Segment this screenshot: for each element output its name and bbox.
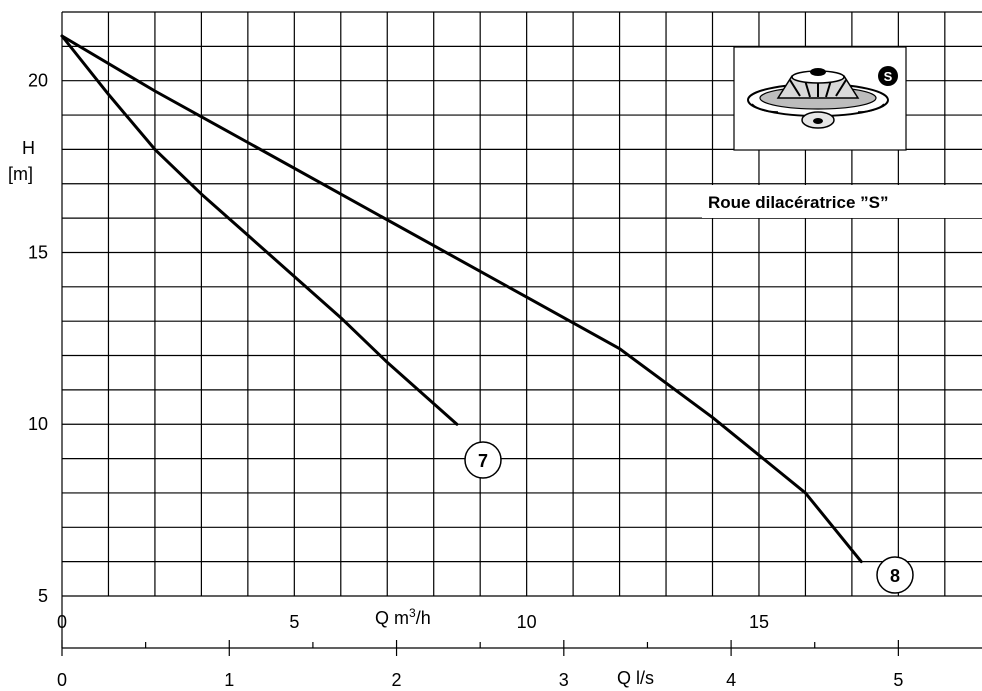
x-tick-label-ls: 3 bbox=[559, 670, 569, 690]
x-tick-label-ls: 0 bbox=[57, 670, 67, 690]
curve-tag-8: 8 bbox=[876, 556, 914, 594]
x-tick-label-m3h: 15 bbox=[749, 612, 769, 632]
x-tick-label-m3h: 0 bbox=[57, 612, 67, 632]
impeller-drawing bbox=[747, 68, 889, 129]
grid bbox=[61, 11, 982, 656]
x-tick-label-ls: 1 bbox=[224, 670, 234, 690]
y-axis-label-unit: [m] bbox=[8, 164, 33, 184]
y-tick-label: 5 bbox=[38, 586, 48, 606]
y-axis-label-h: H bbox=[22, 138, 35, 158]
impeller-illustration: S bbox=[733, 46, 907, 151]
x-tick-label-ls: 4 bbox=[726, 670, 736, 690]
x-tick-labels-m3h: 0 5 10 15 bbox=[57, 612, 769, 632]
x-axis-label-m3h: Q m3/h bbox=[375, 606, 431, 628]
curve-7 bbox=[60, 34, 459, 426]
tag-7-circle bbox=[464, 441, 502, 479]
caption-box: Roue dilacératrice ”S” bbox=[702, 185, 982, 218]
y-tick-label: 15 bbox=[28, 242, 48, 262]
caption-text: Roue dilacératrice ”S” bbox=[708, 193, 888, 212]
curve-8 bbox=[60, 34, 863, 564]
x-axis-label-ls: Q l/s bbox=[617, 668, 654, 688]
tag-8-circle bbox=[876, 556, 914, 594]
s-badge-letter: S bbox=[884, 69, 893, 84]
curve-tag-7: 7 bbox=[464, 441, 502, 479]
curves bbox=[60, 34, 863, 564]
y-tick-label: 20 bbox=[28, 71, 48, 91]
tag-7-label: 7 bbox=[478, 451, 488, 471]
s-badge-circle bbox=[878, 66, 898, 86]
x-tick-label-ls: 2 bbox=[392, 670, 402, 690]
x-tick-labels-ls: 0 1 2 3 4 5 bbox=[57, 670, 903, 690]
tag-8-label: 8 bbox=[890, 566, 900, 586]
x-tick-label-m3h: 5 bbox=[289, 612, 299, 632]
y-tick-label: 10 bbox=[28, 414, 48, 434]
x-tick-label-m3h: 10 bbox=[517, 612, 537, 632]
y-tick-labels: 5 10 15 20 bbox=[28, 71, 48, 606]
x-tick-label-ls: 5 bbox=[893, 670, 903, 690]
